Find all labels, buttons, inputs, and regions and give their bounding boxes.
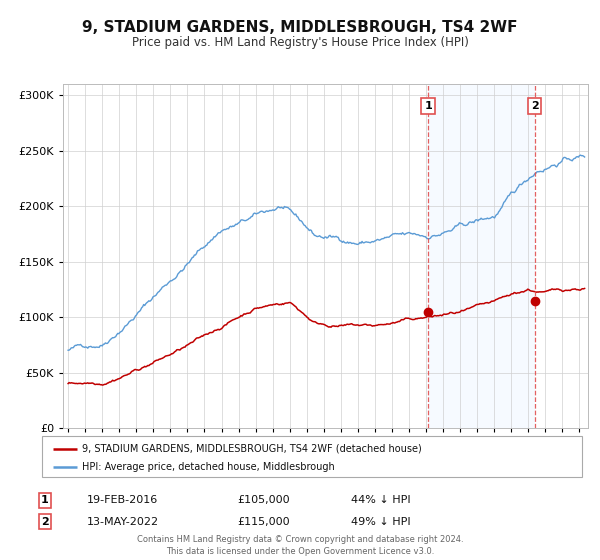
Text: Contains HM Land Registry data © Crown copyright and database right 2024.
This d: Contains HM Land Registry data © Crown c…	[137, 535, 463, 556]
Text: HPI: Average price, detached house, Middlesbrough: HPI: Average price, detached house, Midd…	[83, 462, 335, 472]
Text: 1: 1	[424, 101, 432, 111]
Bar	[428, 84, 535, 428]
Text: 1: 1	[41, 495, 49, 505]
Text: 2: 2	[531, 101, 539, 111]
Text: £115,000: £115,000	[237, 517, 290, 527]
Text: 2: 2	[41, 517, 49, 527]
Text: 9, STADIUM GARDENS, MIDDLESBROUGH, TS4 2WF: 9, STADIUM GARDENS, MIDDLESBROUGH, TS4 2…	[82, 20, 518, 35]
Text: Price paid vs. HM Land Registry's House Price Index (HPI): Price paid vs. HM Land Registry's House …	[131, 36, 469, 49]
Text: 44% ↓ HPI: 44% ↓ HPI	[351, 495, 410, 505]
Text: 13-MAY-2022: 13-MAY-2022	[87, 517, 159, 527]
Text: 19-FEB-2016: 19-FEB-2016	[87, 495, 158, 505]
Text: 49% ↓ HPI: 49% ↓ HPI	[351, 517, 410, 527]
Text: £105,000: £105,000	[237, 495, 290, 505]
Text: 9, STADIUM GARDENS, MIDDLESBROUGH, TS4 2WF (detached house): 9, STADIUM GARDENS, MIDDLESBROUGH, TS4 2…	[83, 444, 422, 454]
